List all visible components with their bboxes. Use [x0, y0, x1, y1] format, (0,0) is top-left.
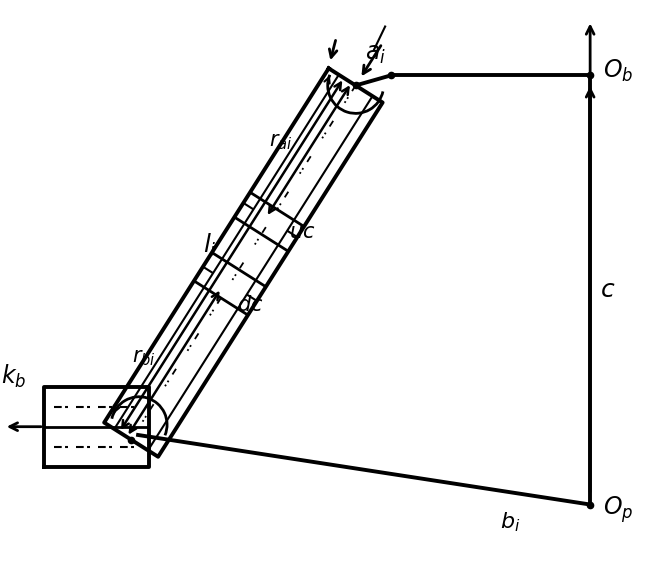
Text: $k_b$: $k_b$	[1, 363, 27, 390]
Text: $O_b$: $O_b$	[603, 58, 633, 83]
Text: $c$: $c$	[600, 278, 616, 302]
Text: $r_{bi}$: $r_{bi}$	[132, 348, 156, 367]
Text: $b_i$: $b_i$	[500, 511, 521, 534]
Text: $O_p$: $O_p$	[603, 494, 633, 525]
Text: $a_i$: $a_i$	[365, 41, 386, 66]
Text: $dc$: $dc$	[237, 295, 264, 315]
Text: $l_i$: $l_i$	[203, 232, 216, 259]
Text: $uc$: $uc$	[289, 223, 315, 242]
Text: $r_{ai}$: $r_{ai}$	[269, 132, 292, 152]
